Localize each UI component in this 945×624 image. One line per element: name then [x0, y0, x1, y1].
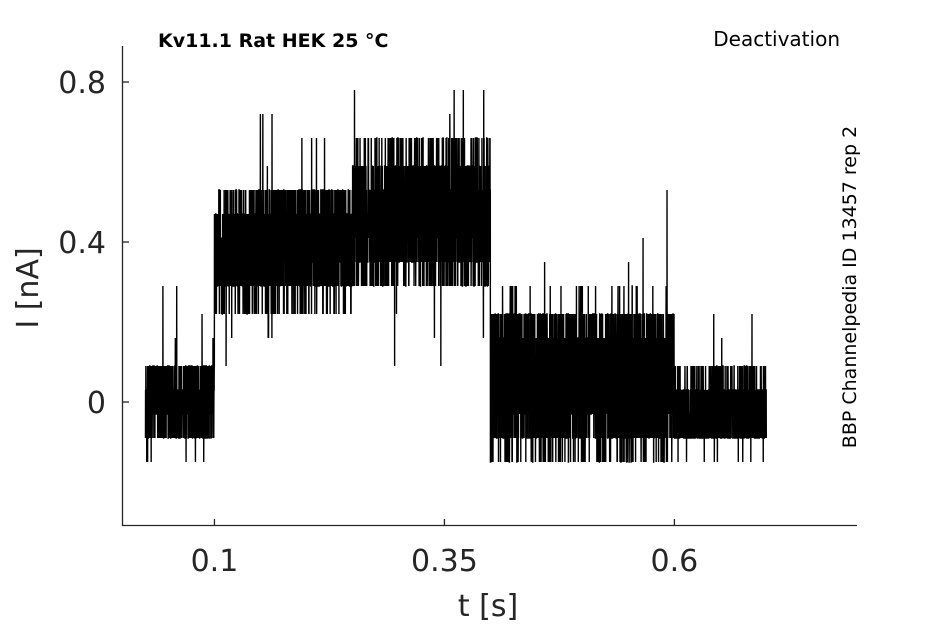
y-tick-label: 0 [87, 386, 106, 421]
axis-ticks: 0.1 0.35 0.6 0 0.4 0.8 [58, 66, 698, 579]
y-tick-label: 0.4 [58, 226, 106, 261]
source-id-label: BBP Channelpedia ID 13457 rep 2 [839, 126, 861, 448]
x-tick-label: 0.6 [651, 544, 699, 579]
current-trace-line [144, 89, 767, 463]
x-axis-label: t [s] [458, 589, 518, 624]
current-trace [144, 89, 767, 463]
protocol-label: Deactivation [713, 27, 840, 51]
x-tick-label: 0.35 [411, 544, 478, 579]
y-axis-label: I [nA] [11, 247, 46, 328]
y-tick-label: 0.8 [58, 66, 106, 101]
chart-title: Kv11.1 Rat HEK 25 °C [158, 30, 388, 52]
x-tick-label: 0.1 [191, 544, 239, 579]
